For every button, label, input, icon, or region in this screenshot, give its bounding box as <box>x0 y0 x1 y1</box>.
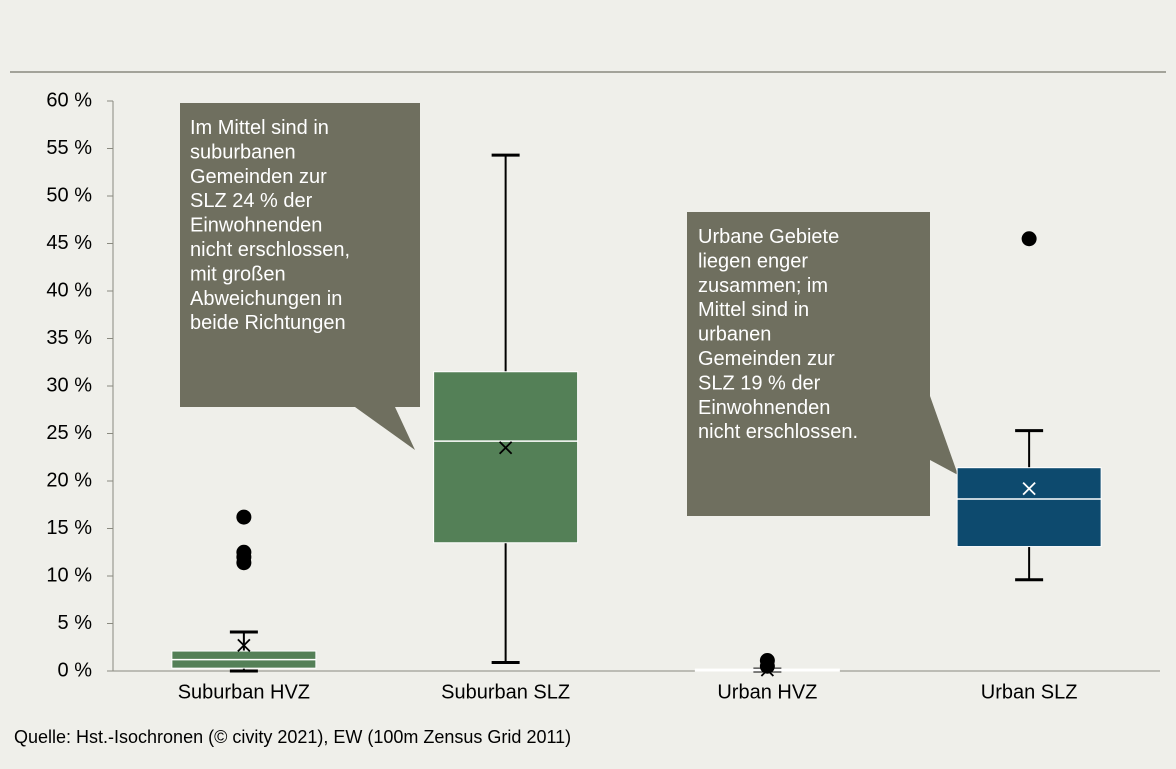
callout <box>180 103 420 450</box>
annotation-line: Einwohnenden <box>698 397 830 419</box>
box <box>956 467 1102 548</box>
annotation-line: mit großen <box>190 263 286 285</box>
box-group <box>956 231 1102 582</box>
box-group <box>171 509 317 673</box>
y-tick-label: 40 % <box>46 279 92 301</box>
box <box>433 371 579 544</box>
annotation-line: Mittel sind in <box>698 299 809 321</box>
annotation-line: Urbane Gebiete <box>698 226 839 248</box>
annotation-line: zusammen; im <box>698 275 828 297</box>
y-tick-label: 15 % <box>46 517 92 539</box>
mean-marker <box>498 441 513 455</box>
annotation-line: beide Richtungen <box>190 312 346 334</box>
y-tick-label: 25 % <box>46 422 92 444</box>
annotation-line: Im Mittel sind in <box>190 117 329 139</box>
mean-marker <box>237 638 251 652</box>
annotation-line: suburbanen <box>190 141 296 163</box>
outlier <box>236 509 252 525</box>
y-tick-label: 0 % <box>58 659 93 681</box>
y-tick-label: 30 % <box>46 374 92 396</box>
x-tick-label: Urban HVZ <box>717 681 817 703</box>
annotation-line: liegen enger <box>698 250 808 272</box>
x-tick-label: Suburban SLZ <box>441 681 570 703</box>
annotation-line: urbanen <box>698 324 771 346</box>
source: Quelle: Hst.-Isochronen (© civity 2021),… <box>14 727 571 747</box>
annotation-line: SLZ 24 % der <box>190 190 313 212</box>
x-tick-label: Suburban HVZ <box>178 681 310 703</box>
annotation-line: SLZ 19 % der <box>698 372 821 394</box>
y-tick-label: 35 % <box>46 327 92 349</box>
y-tick-label: 45 % <box>46 232 92 254</box>
y-tick-label: 60 % <box>46 89 92 111</box>
annotation-line: nicht erschlossen, <box>190 239 350 261</box>
box-group <box>694 653 840 677</box>
x-tick-label: Urban SLZ <box>981 681 1078 703</box>
y-tick-label: 50 % <box>46 184 92 206</box>
outlier <box>236 555 252 571</box>
outlier <box>1021 231 1037 247</box>
outlier <box>759 658 775 674</box>
annotation-line: Einwohnenden <box>190 215 322 237</box>
y-tick-label: 10 % <box>46 564 92 586</box>
y-tick-label: 20 % <box>46 469 92 491</box>
box-group <box>433 153 579 664</box>
mean-marker <box>1022 481 1036 496</box>
annotation-line: Gemeinden zur <box>190 166 327 188</box>
y-tick-label: 5 % <box>58 612 93 634</box>
annotation-line: Gemeinden zur <box>698 348 835 370</box>
annotation-line: nicht erschlossen. <box>698 421 858 443</box>
y-tick-label: 55 % <box>46 137 92 159</box>
annotation-line: Abweichungen in <box>190 288 342 310</box>
callout <box>687 212 958 516</box>
